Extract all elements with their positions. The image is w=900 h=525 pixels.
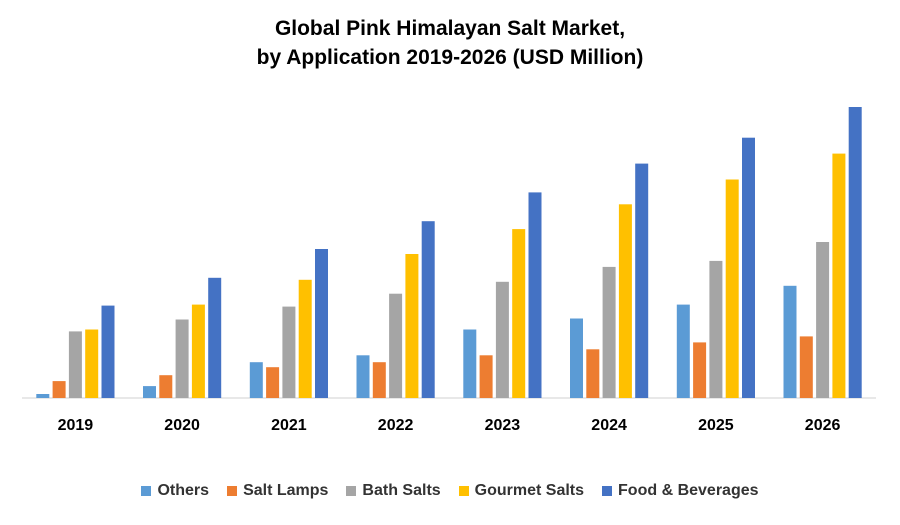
bar-2024-others [570, 318, 583, 398]
legend-swatch-food-beverages [602, 486, 613, 496]
x-tick-label-2023: 2023 [485, 417, 521, 434]
bar-2020-food-beverages [208, 277, 222, 398]
chart-title-line-2: by Application 2019-2026 (USD Million) [256, 46, 644, 69]
bar-2025-salt-lamps [693, 342, 707, 398]
bar-2020-bath-salts [175, 319, 189, 398]
legend-swatch-others [141, 486, 152, 496]
x-tick-label-2026: 2026 [805, 417, 841, 434]
legend-item-food-beverages: Food & Beverages [602, 482, 759, 500]
bar-2019-bath-salts [68, 331, 82, 398]
legend-item-others: Others [141, 482, 209, 500]
legend-label-others: Others [157, 482, 210, 499]
bar-2020-salt-lamps [159, 375, 173, 398]
chart-title: Global Pink Himalayan Salt Market, by Ap… [0, 14, 900, 72]
bar-2024-bath-salts [602, 266, 616, 398]
bar-2025-bath-salts [709, 260, 723, 398]
bar-2021-others [249, 362, 263, 398]
x-tick-label-2024: 2024 [591, 417, 627, 434]
x-tick-label-2020: 2020 [164, 417, 200, 434]
bar-2025-others [676, 304, 690, 398]
bar-2019-others [36, 394, 50, 398]
bar-2026-salt-lamps [799, 336, 813, 398]
bar-2022-bath-salts [389, 293, 403, 398]
bar-2019-food-beverages [101, 305, 115, 398]
bar-2024-gourmet-salts [618, 204, 632, 398]
bar-2022-salt-lamps [372, 362, 386, 398]
x-tick-label-2021: 2021 [271, 417, 307, 434]
x-tick-label-2019: 2019 [58, 417, 94, 434]
legend-label-food-beverages: Food & Beverages [618, 482, 759, 499]
bar-2024-salt-lamps [586, 349, 600, 398]
bar-2020-others [143, 386, 156, 398]
bar-2025-food-beverages [742, 137, 755, 398]
legend-item-salt-lamps: Salt Lamps [227, 482, 328, 500]
bar-2023-salt-lamps [479, 355, 493, 398]
bar-2023-gourmet-salts [512, 229, 526, 398]
bar-2020-gourmet-salts [191, 304, 205, 398]
bar-2022-others [356, 355, 370, 398]
legend-label-bath-salts: Bath Salts [362, 482, 441, 499]
bar-2026-bath-salts [816, 242, 830, 398]
bar-2021-gourmet-salts [298, 279, 312, 398]
bar-2026-others [783, 285, 797, 398]
bar-2019-salt-lamps [52, 381, 66, 398]
bar-2024-food-beverages [635, 163, 649, 398]
chart-legend: Others Salt Lamps Bath Salts Gourmet Salts F… [0, 482, 900, 500]
bar-2021-food-beverages [315, 249, 328, 398]
legend-swatch-gourmet-salts [458, 486, 469, 496]
bar-2023-others [463, 329, 477, 398]
bar-2023-food-beverages [528, 192, 542, 398]
legend-swatch-salt-lamps [227, 486, 238, 496]
bar-2021-salt-lamps [266, 367, 280, 398]
chart-title-line-1: Global Pink Himalayan Salt Market, [274, 17, 626, 40]
legend-label-gourmet-salts: Gourmet Salts [474, 482, 585, 499]
x-tick-label-2025: 2025 [698, 417, 734, 434]
bar-2022-gourmet-salts [405, 254, 419, 398]
legend-item-bath-salts: Bath Salts [346, 482, 441, 500]
bar-2023-bath-salts [495, 281, 509, 398]
bar-2025-gourmet-salts [725, 179, 739, 398]
legend-label-salt-lamps: Salt Lamps [243, 482, 329, 499]
x-tick-label-2022: 2022 [378, 417, 414, 434]
legend-item-gourmet-salts: Gourmet Salts [458, 482, 585, 500]
bar-2026-gourmet-salts [832, 153, 846, 398]
bar-2019-gourmet-salts [85, 329, 99, 398]
legend-swatch-bath-salts [346, 486, 357, 496]
bar-2022-food-beverages [421, 221, 435, 398]
bar-2021-bath-salts [282, 306, 296, 398]
bar-2026-food-beverages [848, 107, 862, 398]
